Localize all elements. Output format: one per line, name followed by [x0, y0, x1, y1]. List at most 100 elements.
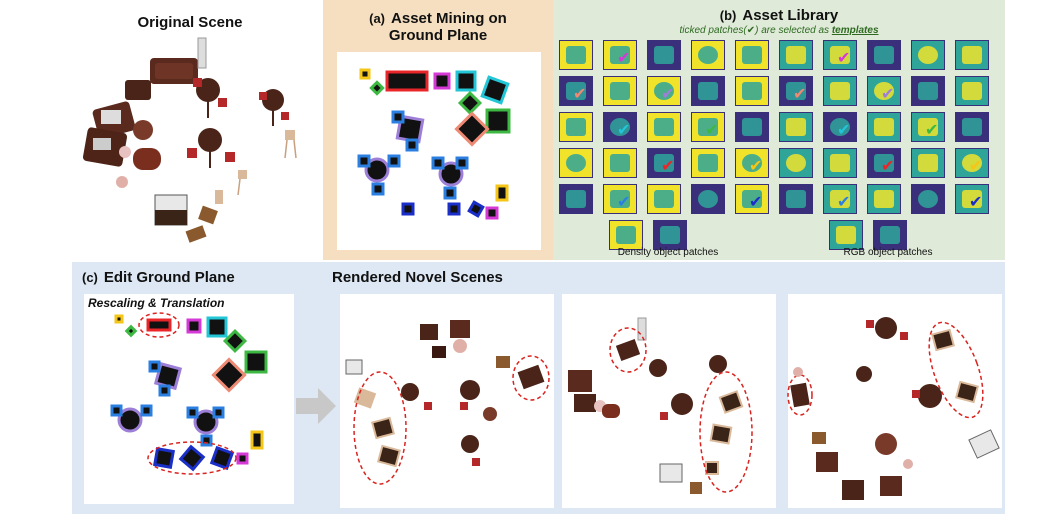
rendered-scene-2-art	[568, 317, 753, 494]
selected-tick-icon: ✔	[793, 84, 807, 103]
rgb-patch	[911, 184, 945, 214]
rgb-patch	[911, 40, 945, 70]
edited-ground-plane-boxes	[110, 312, 268, 475]
rendered-scene-2	[562, 294, 776, 508]
rendered-scene-1	[340, 294, 554, 508]
panel-b-title: (b) Asset Library	[553, 7, 1005, 24]
density-patch	[647, 40, 681, 70]
rgb-patch	[867, 112, 901, 142]
density-patch-grid: ✔ ✔ ✔ ✔ ✔ ✔ ✔ ✔ ✔	[559, 40, 779, 250]
density-patch: ✔	[603, 184, 637, 214]
panel-b-note-em: templates	[831, 25, 879, 36]
panel-b-note: ticked patches(✔) are selected as templa…	[553, 25, 1005, 36]
selected-tick-icon: ✔	[617, 48, 631, 67]
ground-plane-boxes	[357, 68, 511, 220]
rgb-patch	[829, 220, 863, 250]
panel-b-note-prefix: ticked patches(✔) are selected as	[679, 25, 832, 36]
density-patch	[653, 220, 687, 250]
selected-tick-icon: ✔	[969, 156, 983, 175]
density-patch	[647, 112, 681, 142]
ground-plane-mining	[337, 52, 541, 250]
rgb-patch: ✔	[955, 184, 989, 214]
rgb-patch	[823, 148, 857, 178]
rgb-patch: ✔	[867, 76, 901, 106]
density-patch: ✔	[559, 76, 593, 106]
rgb-patch: ✔	[823, 112, 857, 142]
density-patch	[603, 76, 637, 106]
selected-tick-icon: ✔	[925, 120, 939, 139]
panel-a-title: (a) Asset Mining on Ground Plane	[323, 10, 553, 44]
rgb-patch: ✔	[955, 148, 989, 178]
density-patch	[559, 112, 593, 142]
density-patch	[603, 148, 637, 178]
edited-ground-plane: Rescaling & Translation	[84, 294, 294, 504]
density-patch	[735, 76, 769, 106]
panel-c-title-text: Edit Ground Plane	[103, 269, 235, 286]
edit-to-render-arrow	[296, 388, 336, 424]
panel-edit-ground-plane: (c) Edit Ground Plane Rendered Novel Scen…	[72, 262, 1005, 514]
selected-tick-icon: ✔	[837, 192, 851, 211]
rgb-patch	[779, 40, 813, 70]
rgb-patch	[779, 148, 813, 178]
selected-tick-icon: ✔	[881, 156, 895, 175]
density-patch	[691, 76, 725, 106]
density-patch: ✔	[603, 112, 637, 142]
selected-tick-icon: ✔	[617, 120, 631, 139]
rendered-scenes-title: Rendered Novel Scenes	[332, 269, 503, 286]
rgb-patch: ✔	[823, 40, 857, 70]
density-patch	[735, 40, 769, 70]
panel-asset-mining: (a) Asset Mining on Ground Plane	[323, 0, 553, 260]
rgb-patch: ✔	[867, 148, 901, 178]
panel-a-label: (a)	[369, 11, 386, 26]
rgb-patch: ✔	[911, 112, 945, 142]
rgb-caption: RGB object patches	[843, 247, 933, 258]
rgb-patch	[955, 112, 989, 142]
density-patch	[559, 148, 593, 178]
rendered-scene-3-art	[787, 317, 1000, 500]
panel-c-label: (c)	[82, 270, 98, 285]
rgb-patch	[911, 76, 945, 106]
density-patch: ✔	[735, 148, 769, 178]
panel-a-title-line1: Asset Mining on	[391, 10, 507, 27]
density-patch	[691, 148, 725, 178]
density-patch	[647, 184, 681, 214]
selected-tick-icon: ✔	[881, 84, 895, 103]
rendered-scene-3	[787, 294, 1002, 508]
rgb-patch: ✔	[779, 76, 813, 106]
selected-tick-icon: ✔	[661, 84, 675, 103]
rendered-scene-1-art	[345, 320, 550, 485]
density-patch: ✔	[691, 112, 725, 142]
rgb-patch	[779, 184, 813, 214]
rgb-patch-grid: ✔ ✔ ✔ ✔ ✔ ✔ ✔ ✔ ✔	[779, 40, 1005, 250]
selected-tick-icon: ✔	[969, 192, 983, 211]
rgb-patch	[955, 76, 989, 106]
edit-subtitle: Rescaling & Translation	[88, 296, 225, 310]
panel-b-label: (b)	[719, 8, 737, 23]
density-patch	[559, 184, 593, 214]
density-patch: ✔	[603, 40, 637, 70]
panel-b-title-text: Asset Library	[742, 7, 839, 24]
selected-tick-icon: ✔	[837, 120, 851, 139]
selected-tick-icon: ✔	[661, 156, 675, 175]
selected-tick-icon: ✔	[749, 156, 763, 175]
selected-tick-icon: ✔	[749, 192, 763, 211]
selected-tick-icon: ✔	[573, 84, 587, 103]
density-patch: ✔	[735, 184, 769, 214]
panel-a-title-line2: Ground Plane	[388, 27, 488, 44]
rgb-patch	[867, 184, 901, 214]
rgb-patch	[867, 40, 901, 70]
density-patch	[559, 40, 593, 70]
selected-tick-icon: ✔	[617, 192, 631, 211]
original-scene-title: Original Scene	[137, 14, 243, 31]
rgb-patch	[911, 148, 945, 178]
panel-asset-library: (b) Asset Library ticked patches(✔) are s…	[553, 0, 1005, 260]
rgb-patch	[955, 40, 989, 70]
rgb-patch	[779, 112, 813, 142]
density-patch: ✔	[647, 76, 681, 106]
selected-tick-icon: ✔	[705, 120, 719, 139]
rgb-patch: ✔	[823, 184, 857, 214]
density-caption: Density object patches	[617, 247, 719, 258]
rgb-patch	[873, 220, 907, 250]
rgb-patch	[823, 76, 857, 106]
density-patch	[691, 40, 725, 70]
